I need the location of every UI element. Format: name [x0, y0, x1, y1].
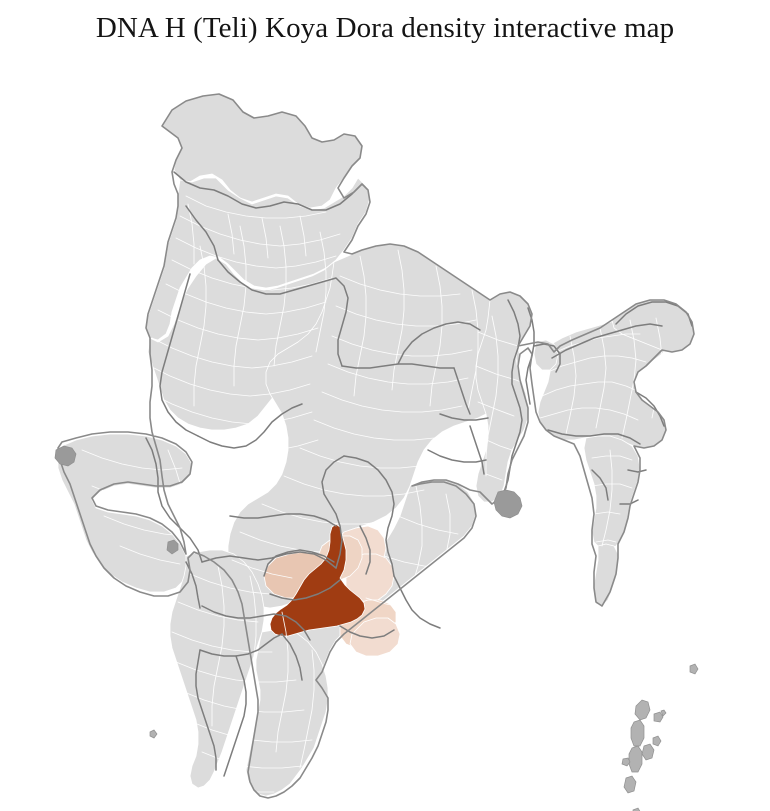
island-speck-a[interactable]: [653, 711, 664, 723]
page-title: DNA H (Teli) Koya Dora density interacti…: [95, 12, 675, 44]
island-speck-d[interactable]: [689, 663, 699, 675]
country-outline-group: [57, 93, 695, 799]
state-boundary-group: [145, 171, 693, 777]
andaman-island-little[interactable]: [641, 743, 655, 761]
island-speck-b[interactable]: [621, 757, 631, 767]
island-speck-e[interactable]: [660, 709, 667, 717]
base-landmass-group: [57, 93, 695, 797]
island-group: [54, 445, 699, 811]
india-density-map[interactable]: [0, 46, 770, 811]
lakshadweep-speck[interactable]: [149, 729, 158, 739]
andaman-island-north[interactable]: [634, 699, 651, 721]
nicobar-car[interactable]: [623, 775, 637, 794]
kutch-islet[interactable]: [54, 445, 77, 467]
region-north-bengal-corridor[interactable]: [533, 339, 559, 371]
district-mesh-group: [81, 195, 663, 793]
district-core-highlight[interactable]: [269, 523, 366, 637]
region-mizoram-tail[interactable]: [593, 543, 619, 607]
region-kutch-saurashtra[interactable]: [57, 433, 193, 593]
andaman-island-south[interactable]: [628, 745, 643, 773]
sundarbans-patch[interactable]: [493, 489, 523, 519]
coastal-islet-west[interactable]: [166, 539, 179, 555]
nicobar-mid[interactable]: [632, 807, 641, 811]
island-speck-c[interactable]: [652, 735, 662, 747]
andaman-island-middle[interactable]: [630, 719, 645, 747]
india-map-svg[interactable]: [0, 46, 770, 811]
choropleth-highlight-group: [263, 523, 401, 657]
